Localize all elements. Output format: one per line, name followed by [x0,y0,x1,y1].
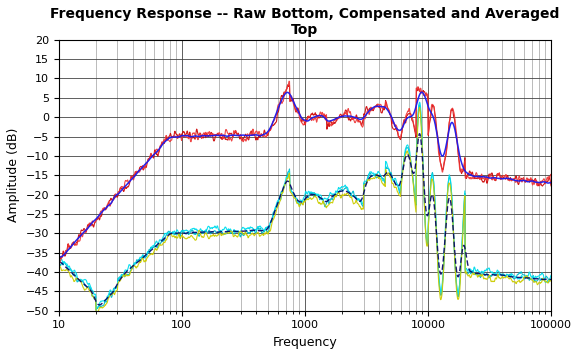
Title: Frequency Response -- Raw Bottom, Compensated and Averaged
Top: Frequency Response -- Raw Bottom, Compen… [50,7,559,37]
X-axis label: Frequency: Frequency [273,336,337,349]
Y-axis label: Amplitude (dB): Amplitude (dB) [7,128,20,222]
